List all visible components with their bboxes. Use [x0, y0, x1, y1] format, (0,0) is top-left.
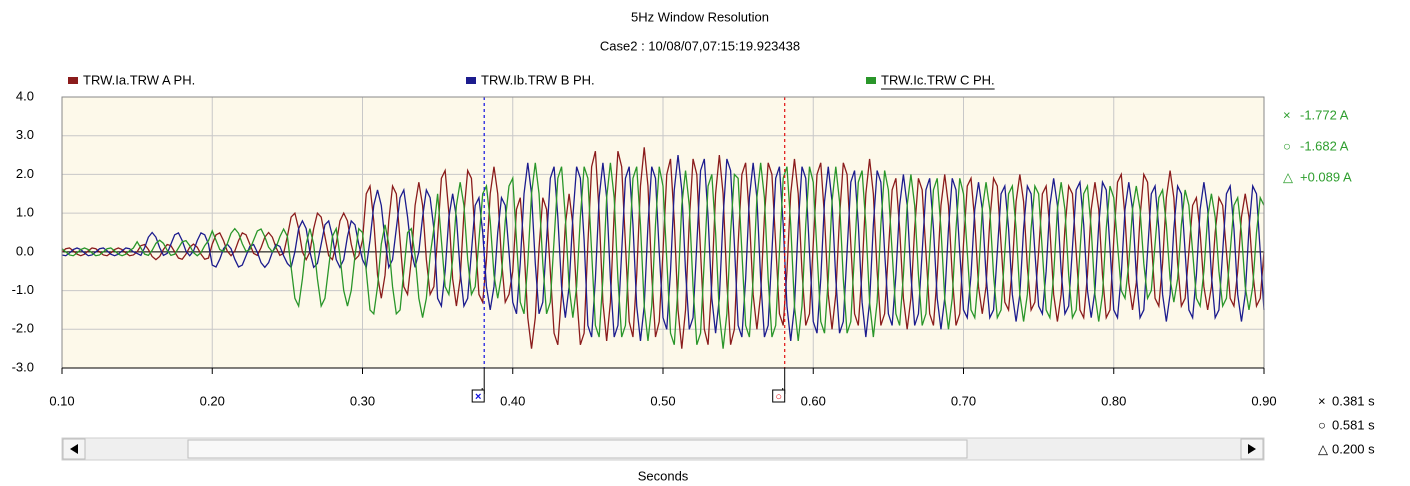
cursor-symbol: ○ [775, 391, 782, 403]
cursor-time: 0.381 s [1332, 393, 1375, 408]
series-line [61, 162, 1265, 349]
series-line [61, 147, 1265, 349]
x-tick-label: 0.90 [1251, 393, 1276, 408]
legend-swatch [68, 77, 78, 84]
reading-symbol: × [1283, 107, 1291, 122]
delta-symbol: △ [1318, 441, 1328, 456]
scroll-thumb[interactable] [187, 439, 968, 459]
delta-time: 0.200 s [1332, 441, 1375, 456]
arrow-right [1248, 444, 1256, 454]
legend-label: TRW.Ib.TRW B PH. [481, 72, 595, 87]
legend-swatch [866, 77, 876, 84]
x-tick-label: 0.20 [200, 393, 225, 408]
chart-subtitle: Case2 : 10/08/07,07:15:19.923438 [600, 38, 800, 53]
reading-symbol: △ [1283, 169, 1293, 184]
x-tick-label: 0.70 [951, 393, 976, 408]
cursor-box [471, 389, 485, 403]
chart-title: 5Hz Window Resolution [631, 9, 769, 24]
x-tick-label: 0.80 [1101, 393, 1126, 408]
cursor-time: 0.581 s [1332, 417, 1375, 432]
reading-value: -1.682 A [1300, 138, 1349, 153]
reading-value: +0.089 A [1300, 169, 1352, 184]
y-tick-label: 2.0 [16, 166, 34, 181]
arrow-left [70, 444, 78, 454]
cursor-box [772, 389, 786, 403]
reading-symbol: ○ [1283, 138, 1291, 153]
cursor-symbol: × [475, 391, 481, 403]
y-tick-label: -3.0 [12, 359, 34, 374]
x-tick-label: 0.60 [801, 393, 826, 408]
cursor-time-symbol: × [1318, 393, 1326, 408]
legend-swatch [466, 77, 476, 84]
y-tick-label: 3.0 [16, 127, 34, 142]
cursor-time-symbol: ○ [1318, 417, 1326, 432]
y-tick-label: 4.0 [16, 88, 34, 103]
y-tick-label: -2.0 [12, 321, 34, 336]
lines [61, 147, 1265, 349]
series-line [61, 155, 1265, 341]
x-tick-label: 0.30 [350, 393, 375, 408]
y-tick-label: 1.0 [16, 205, 34, 220]
x-tick-label: 0.10 [49, 393, 74, 408]
y-tick-label: 0.0 [16, 243, 34, 258]
legend-label: TRW.Ia.TRW A PH. [83, 72, 195, 87]
reading-value: -1.772 A [1300, 107, 1349, 122]
legend-label: TRW.Ic.TRW C PH. [881, 72, 995, 87]
x-tick-label: 0.50 [650, 393, 675, 408]
y-tick-label: -1.0 [12, 282, 34, 297]
x-tick-label: 0.40 [500, 393, 525, 408]
x-axis-label: Seconds [638, 468, 689, 483]
